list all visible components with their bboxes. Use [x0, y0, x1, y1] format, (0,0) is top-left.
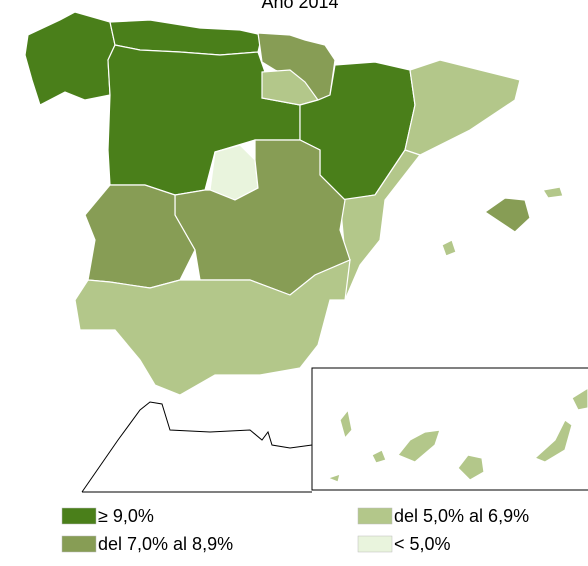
legend: ≥ 9,0% del 7,0% al 8,9% del 5,0% al 6,9% < …	[61, 506, 529, 554]
tenerife	[397, 429, 441, 463]
galicia	[24, 11, 116, 106]
hierro	[326, 473, 341, 483]
map-title: Año 2014	[261, 0, 338, 12]
mallorca	[483, 197, 531, 233]
canarias-inset	[311, 367, 588, 491]
legend-label: del 7,0% al 8,9%	[98, 534, 233, 554]
gran-canaria	[457, 454, 485, 481]
gomera	[371, 449, 387, 464]
legend-swatch	[357, 535, 393, 553]
menorca	[542, 186, 564, 199]
legend-label: < 5,0%	[394, 534, 451, 554]
la-palma	[339, 408, 353, 440]
legend-swatch	[61, 507, 97, 525]
legend-label: ≥ 9,0%	[98, 506, 154, 526]
legend-swatch	[61, 535, 97, 553]
andalucia	[74, 259, 351, 396]
legend-swatch	[357, 507, 393, 525]
cataluna	[404, 59, 521, 156]
lanzarote	[571, 387, 588, 411]
africa-coast	[81, 401, 313, 493]
legend-label: del 5,0% al 6,9%	[394, 506, 529, 526]
ibiza	[441, 239, 457, 257]
fuerteventura	[533, 419, 573, 463]
